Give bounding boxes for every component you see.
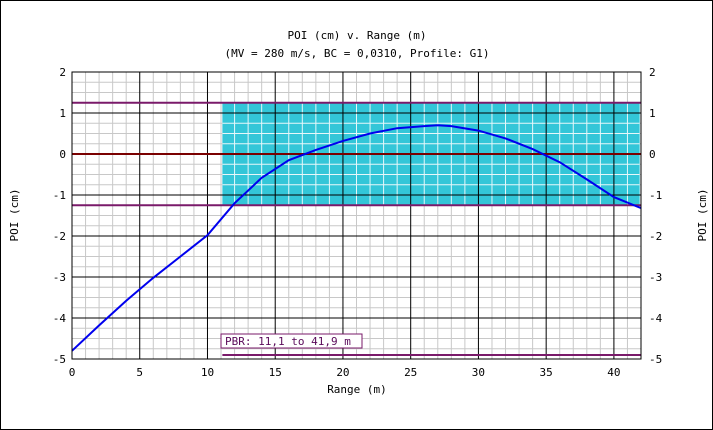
y-tick-label-right: -1 <box>649 189 662 202</box>
y-axis-ticks-left: 2 1 0 -1 -2 -3 -4 -5 <box>53 66 67 366</box>
chart-title: POI (cm) v. Range (m) <box>287 29 426 42</box>
x-tick-label: 0 <box>69 366 76 379</box>
y-axis-label-left: POI (cm) <box>8 189 21 242</box>
y-tick-label-right: 1 <box>649 107 656 120</box>
x-tick-label: 20 <box>336 366 349 379</box>
plot-border <box>71 71 642 360</box>
x-tick-label: 30 <box>472 366 485 379</box>
y-tick-label-right: -5 <box>649 353 662 366</box>
curve-layer <box>71 124 642 352</box>
x-tick-label: 15 <box>269 366 282 379</box>
y-tick-label-right: -4 <box>649 312 663 325</box>
chart-subtitle: (MV = 280 m/s, BC = 0,0310, Profile: G1) <box>225 47 490 60</box>
y-tick-label-left: 1 <box>59 107 66 120</box>
y-tick-label-right: -2 <box>649 230 662 243</box>
pbr-annotation-text: PBR: 11,1 to 41,9 m <box>225 335 351 348</box>
x-tick-label: 35 <box>540 366 553 379</box>
y-tick-label-left: -2 <box>53 230 66 243</box>
y-tick-label-right: 0 <box>649 148 656 161</box>
y-axis-label-right: POI (cm) <box>696 189 709 242</box>
reference-lines <box>72 101 641 356</box>
y-tick-label-left: -5 <box>53 353 66 366</box>
x-axis-ticks: 0 5 10 15 20 25 30 35 40 <box>69 366 621 379</box>
x-tick-label: 40 <box>607 366 620 379</box>
y-tick-label-right: -3 <box>649 271 662 284</box>
x-tick-label: 10 <box>201 366 214 379</box>
y-tick-label-left: -3 <box>53 271 66 284</box>
x-tick-label: 25 <box>404 366 417 379</box>
y-tick-label-left: -4 <box>53 312 67 325</box>
y-tick-label-left: 0 <box>59 148 66 161</box>
y-tick-label-left: 2 <box>59 66 66 79</box>
pbr-annotation-box <box>220 333 363 349</box>
y-tick-label-left: -1 <box>53 189 66 202</box>
y-axis-ticks-right: 2 1 0 -1 -2 -3 -4 -5 <box>649 66 663 366</box>
y-tick-label-right: 2 <box>649 66 656 79</box>
pbr-annotation: PBR: 11,1 to 41,9 m <box>220 333 363 349</box>
x-tick-label: 5 <box>136 366 143 379</box>
x-axis-label: Range (m) <box>327 383 387 396</box>
poi-curve <box>71 124 642 352</box>
